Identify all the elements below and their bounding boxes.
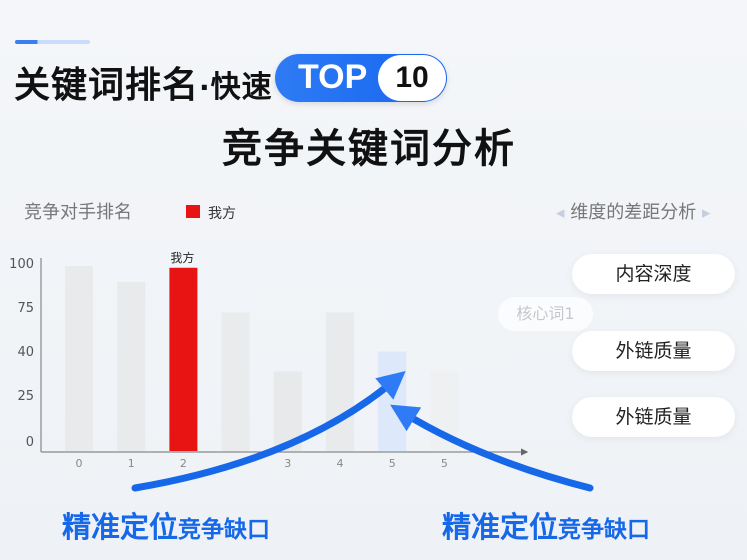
y-tick-label: 100 <box>9 257 34 272</box>
cta-main: 精准定位 <box>442 510 559 544</box>
bar <box>65 266 93 451</box>
legend-swatch <box>186 205 200 218</box>
y-tick-label: 0 <box>25 435 34 450</box>
right-arrow-icon[interactable]: ▶ <box>701 206 711 220</box>
legend-label: 我方 <box>208 206 236 222</box>
bar <box>326 312 354 451</box>
bar <box>378 351 407 451</box>
dimension-pill[interactable]: 外链质量 <box>572 331 735 371</box>
x-tick-label: 0 <box>75 457 83 470</box>
page-title: 关键词排名·快速 <box>14 56 273 108</box>
dimension-title: ◀ 维度的差距分析 ▶ <box>556 198 710 224</box>
bar <box>221 312 250 451</box>
chart-title: 竞争对手排名 <box>24 202 132 223</box>
accent-bar <box>15 40 90 44</box>
cta-right: 精准定位竞争缺口 <box>442 504 650 546</box>
arrow-left <box>131 370 406 492</box>
dimension-pill[interactable]: 外链质量 <box>572 397 735 437</box>
bar-highlight <box>169 267 198 451</box>
bar <box>117 281 146 451</box>
x-tick-label: 3 <box>284 457 292 470</box>
cta-sub: 竞争缺口 <box>178 517 271 543</box>
dimension-title-text: 维度的差距分析 <box>570 202 697 223</box>
title-separator: · <box>199 71 211 104</box>
x-tick-label: 1 <box>127 457 135 470</box>
y-tick-label: 25 <box>17 389 34 404</box>
top-badge-text: TOP <box>298 58 368 96</box>
left-arrow-icon[interactable]: ◀ <box>556 206 565 220</box>
x-tick-label: 5 <box>388 457 396 470</box>
cta-main: 精准定位 <box>62 510 179 544</box>
title-main: 关键词排名 <box>14 65 200 106</box>
faded-keyword-pill: 核心词1 <box>498 297 593 331</box>
y-tick-label: 40 <box>17 345 34 360</box>
y-tick-label: 75 <box>17 301 34 316</box>
x-tick-label: 4 <box>336 457 344 470</box>
title-suffix: 快速 <box>210 70 273 105</box>
top-badge-number: 10 <box>378 55 446 101</box>
x-tick-label: 2 <box>179 457 187 470</box>
cta-left: 精准定位竞争缺口 <box>62 504 270 546</box>
page-subtitle: 竞争关键词分析 <box>222 126 516 172</box>
dimension-pill[interactable]: 内容深度 <box>572 254 735 294</box>
cta-sub: 竞争缺口 <box>558 517 651 543</box>
highlight-bar-label: 我方 <box>170 250 195 265</box>
arrow-right <box>390 404 594 492</box>
x-tick-label: 5 <box>440 457 448 470</box>
